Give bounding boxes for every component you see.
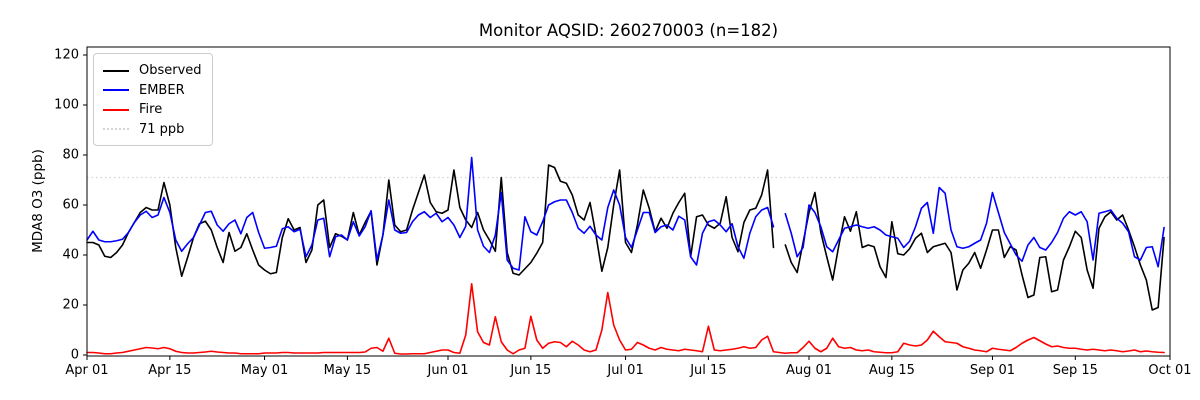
- legend-label-ember: EMBER: [139, 82, 185, 98]
- x-tick-label: Oct 01: [1148, 363, 1191, 378]
- x-tick-label: May 15: [324, 363, 372, 378]
- y-tick-label: 120: [54, 48, 79, 63]
- x-tick-label: Sep 15: [1053, 363, 1098, 378]
- y-tick-label: 0: [71, 348, 79, 363]
- x-tick-label: Apr 15: [148, 363, 191, 378]
- x-tick-label: Sep 01: [970, 363, 1015, 378]
- observed-line-swatch: [103, 69, 129, 72]
- legend-label-threshold: 71 ppb: [139, 121, 185, 137]
- x-tick-label: Aug 15: [869, 363, 915, 378]
- legend-label-fire: Fire: [139, 102, 163, 118]
- x-tick-label: May 01: [241, 363, 289, 378]
- ember-line: [86, 156, 1165, 271]
- legend-item-observed: Observed: [103, 61, 202, 81]
- legend: Observed EMBER Fire 71 ppb: [93, 53, 213, 146]
- legend-item-fire: Fire: [103, 100, 202, 120]
- y-tick-label: 80: [62, 148, 79, 163]
- y-tick-label: 60: [62, 198, 79, 213]
- y-tick-label: 20: [62, 298, 79, 313]
- y-axis-label: MDA8 O3 (ppb): [30, 149, 46, 253]
- x-tick-label: Jun 01: [427, 363, 469, 378]
- observed-line: [86, 164, 1165, 311]
- legend-label-observed: Observed: [139, 63, 202, 79]
- threshold-line-swatch: [103, 128, 129, 131]
- y-tick-label: 100: [54, 98, 79, 113]
- fire-line-swatch: [103, 108, 129, 111]
- legend-item-threshold: 71 ppb: [103, 120, 202, 140]
- x-tick-label: Aug 01: [786, 363, 832, 378]
- x-tick-label: Jun 15: [509, 363, 551, 378]
- y-tick-label: 40: [62, 248, 79, 263]
- legend-item-ember: EMBER: [103, 81, 202, 101]
- x-tick-label: Jul 01: [606, 363, 643, 378]
- x-tick-label: Jul 15: [689, 363, 726, 378]
- ember-line-swatch: [103, 89, 129, 92]
- fire-line: [86, 282, 1165, 355]
- plot-frame: [86, 46, 1171, 357]
- chart-title: Monitor AQSID: 260270003 (n=182): [478, 21, 779, 40]
- x-tick-label: Apr 01: [65, 363, 108, 378]
